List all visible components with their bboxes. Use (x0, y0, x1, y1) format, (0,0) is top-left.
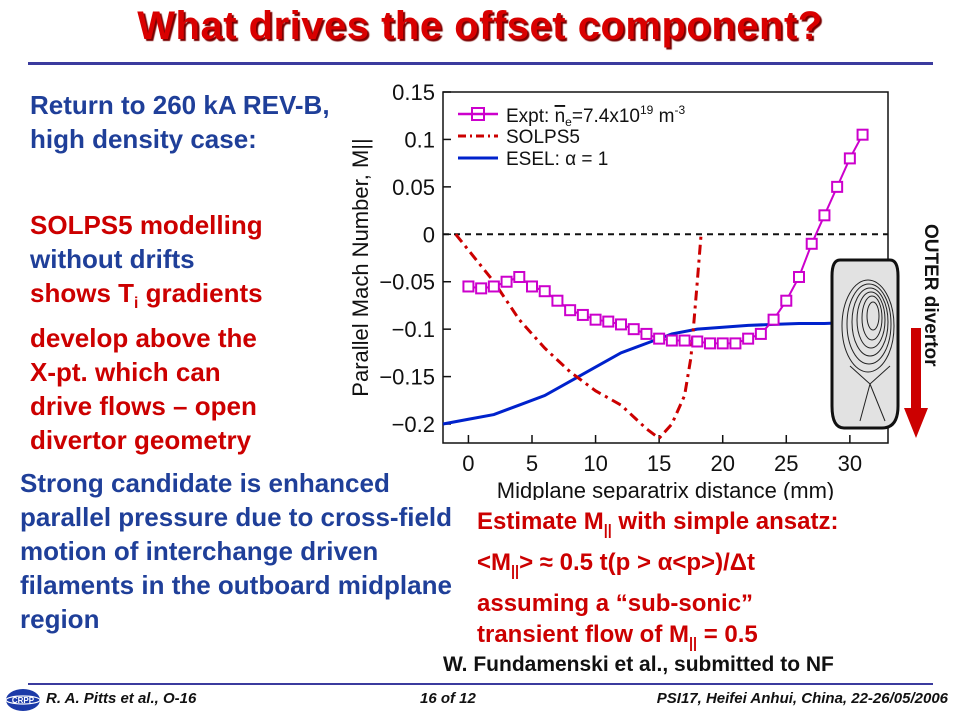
ansatz-line-1: Estimate M|| with simple ansatz: (477, 508, 839, 539)
x-tick-label: 15 (647, 451, 671, 476)
expt-data-point (754, 327, 767, 340)
expt-data-point (564, 304, 577, 317)
x-tick-label: 30 (838, 451, 862, 476)
solps-line-7: divertor geometry (30, 425, 252, 456)
expt-data-point (856, 128, 869, 141)
expt-data-point (615, 318, 627, 331)
y-tick-label: 0.05 (392, 175, 435, 200)
y-tick-label: −0.2 (392, 412, 435, 437)
legend-expt-marker (471, 107, 485, 121)
ansatz-line-2: <M||> ≈ 0.5 t(p > α<p>)/Δt (477, 548, 755, 580)
expt-data-point (818, 209, 831, 222)
expt-data-point (716, 337, 729, 350)
divertor-arrow-shaft (911, 328, 921, 408)
expt-data-point (551, 294, 564, 307)
svg-text:CRPP: CRPP (12, 696, 35, 705)
x-tick-label: 20 (710, 451, 734, 476)
legend-esel-label: ESEL: α = 1 (506, 149, 608, 170)
expt-data-point (729, 337, 742, 350)
slide-title: What drives the offset component? (137, 4, 823, 48)
expt-data-point (653, 332, 666, 345)
expt-data-point (831, 180, 844, 193)
expt-data-point (538, 285, 551, 298)
chart-legend: Expt: ne=7.4x1019 m-3 SOLPS5 ESEL: α = 1 (452, 96, 752, 182)
expt-data-point (576, 308, 589, 321)
y-tick-label: 0.1 (404, 127, 435, 152)
x-tick-label: 0 (462, 451, 474, 476)
expt-data-point (462, 280, 475, 293)
expt-data-point (805, 237, 818, 250)
x-axis-label: Midplane separatrix distance (mm) (497, 478, 834, 500)
crpp-logo-icon: CRPP (5, 689, 41, 711)
y-axis-label: Parallel Mach Number, M|| (348, 138, 373, 396)
solps-line-3: shows Ti gradients (30, 278, 263, 313)
divertor-arrow-icon (904, 408, 928, 438)
y-tick-label: −0.15 (379, 365, 435, 390)
x-tick-label: 10 (583, 451, 607, 476)
expt-data-point (780, 294, 793, 307)
ansatz-line-4: transient flow of M|| = 0.5 (477, 620, 758, 652)
legend-solps-label: SOLPS5 (506, 127, 580, 148)
solps-line-1: SOLPS5 modelling (30, 210, 263, 240)
outer-divertor-indicator: OUTER divertor (904, 224, 941, 438)
y-tick-label: −0.1 (392, 317, 435, 342)
legend-expt-label: Expt: ne=7.4x1019 m-3 (506, 103, 685, 129)
series-line-1 (454, 233, 703, 441)
tokamak-equilibrium-inset (830, 258, 900, 430)
expt-data-point (665, 334, 678, 347)
ansatz-line-3: assuming a “sub-sonic” (477, 589, 754, 617)
expt-data-point (843, 152, 856, 165)
expt-data-point (513, 270, 526, 283)
expt-data-point (691, 335, 704, 348)
expt-data-point (678, 334, 691, 347)
y-tick-label: 0.15 (392, 80, 435, 105)
expt-data-point (742, 332, 755, 345)
expt-data-point (704, 337, 716, 350)
mach-number-chart: 0.15 0.1 0.05 0 −0.05 −0.1 −0.15 −0.2 0 5 10 15 20 25… (348, 80, 889, 500)
expt-data-point (627, 323, 640, 336)
solps-line-2: without drifts (30, 244, 195, 274)
x-tick-label: 5 (526, 451, 538, 476)
footer-author: R. A. Pitts et al., O-16 (46, 690, 197, 707)
solps-line-4: develop above the (30, 323, 257, 354)
expt-data-point (602, 315, 615, 328)
y-tick-label: −0.05 (379, 270, 435, 295)
reference-citation: W. Fundamenski et al., submitted to NF (443, 653, 834, 676)
intro-text: Return to 260 kA REV-B, high density cas… (30, 90, 330, 154)
candidate-text: Strong candidate is enhanced parallel pr… (20, 468, 453, 634)
expt-data-point (475, 282, 488, 295)
title-divider (28, 62, 933, 65)
footer-divider (28, 683, 933, 685)
footer-page-number: 16 of 12 (420, 690, 476, 707)
expt-data-point (500, 275, 513, 288)
footer-conference: PSI17, Heifei Anhui, China, 22-26/05/200… (656, 690, 948, 707)
y-tick-label: 0 (423, 222, 435, 247)
expt-data-point (793, 270, 805, 283)
solps-line-6: drive flows – open (30, 391, 257, 422)
ansatz-text: Estimate M|| with simple ansatz: <M||> ≈… (477, 506, 947, 659)
expt-data-point (589, 313, 602, 326)
outer-divertor-label: OUTER divertor (920, 224, 941, 367)
expt-data-point (487, 280, 500, 293)
legend-box (452, 96, 752, 182)
solps-text: SOLPS5 modelling without drifts shows Ti… (30, 208, 340, 457)
solps-line-5: X-pt. which can (30, 357, 221, 388)
expt-data-point (767, 313, 780, 326)
x-tick-label: 25 (774, 451, 798, 476)
expt-data-point (640, 327, 653, 340)
expt-data-point (526, 280, 538, 293)
